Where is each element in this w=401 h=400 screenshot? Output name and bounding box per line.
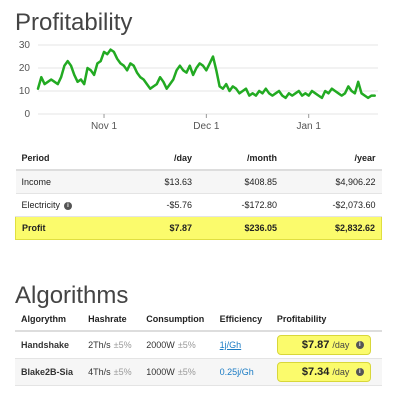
profitability-chart: 30 20 10 0 Nov 1 Dec 1 Jan 1 bbox=[19, 40, 378, 132]
y-tick-label: 10 bbox=[19, 86, 31, 97]
info-icon[interactable]: i bbox=[64, 201, 73, 210]
profitability-badge: $7.87/day i bbox=[276, 335, 371, 355]
profitability-unit: /day bbox=[332, 367, 350, 377]
y-tick-label: 0 bbox=[24, 109, 30, 120]
consumption-tolerance: ±5% bbox=[177, 367, 196, 377]
consumption-cell: 2000W ±5% bbox=[140, 331, 214, 359]
col-efficiency: Efficiency bbox=[213, 308, 271, 332]
profitability-badge: $7.34/day i bbox=[276, 362, 371, 382]
col-year: /year bbox=[283, 147, 382, 171]
algorithm-name: Handshake bbox=[15, 331, 83, 359]
col-month: /month bbox=[198, 147, 284, 171]
income-row: Income $13.63 $408.85 $4,906.22 bbox=[15, 170, 382, 194]
col-day: /day bbox=[127, 147, 199, 171]
electricity-row: Electricity i -$5.76 -$172.80 -$2,073.60 bbox=[15, 193, 382, 217]
consumption-tolerance: ±5% bbox=[177, 340, 196, 350]
algorithms-table-header: Algorythm Hashrate Consumption Efficienc… bbox=[15, 308, 382, 332]
income-month: $408.85 bbox=[198, 170, 284, 194]
income-day: $13.63 bbox=[127, 170, 199, 194]
hashrate-value: 4Th/s bbox=[88, 367, 111, 377]
info-icon[interactable]: i bbox=[355, 341, 364, 349]
profitability-series-line bbox=[36, 48, 376, 100]
hashrate-value: 2Th/s bbox=[88, 340, 111, 350]
efficiency-value: 0.25j/Gh bbox=[219, 367, 254, 377]
col-profitability: Profitability bbox=[270, 308, 382, 332]
electricity-year: -$2,073.60 bbox=[283, 193, 382, 217]
info-icon[interactable]: i bbox=[355, 368, 364, 376]
profitability-unit: /day bbox=[332, 340, 350, 350]
consumption-cell: 1000W ±5% bbox=[140, 358, 214, 386]
profit-table: Period /day /month /year Income $13.63 $… bbox=[15, 147, 383, 240]
profit-label: Profit bbox=[15, 216, 128, 240]
algorithm-row-handshake: Handshake 2Th/s ±5% 2000W ±5% 1j/Gh $7.87/… bbox=[15, 331, 382, 359]
y-tick-label: 30 bbox=[19, 40, 31, 51]
profitability-value: $7.87 bbox=[301, 339, 330, 351]
algorithms-table: Algorythm Hashrate Consumption Efficienc… bbox=[15, 308, 382, 386]
profitability-value: $7.34 bbox=[301, 366, 330, 378]
efficiency-cell: 1j/Gh bbox=[213, 331, 271, 359]
electricity-month: -$172.80 bbox=[198, 193, 284, 217]
profit-table-header: Period /day /month /year bbox=[15, 147, 382, 171]
col-consumption: Consumption bbox=[140, 308, 214, 332]
income-year: $4,906.22 bbox=[283, 170, 382, 194]
profit-year: $2,832.62 bbox=[283, 216, 383, 240]
y-tick-label: 20 bbox=[19, 63, 31, 74]
col-period: Period bbox=[15, 147, 128, 171]
hashrate-tolerance: ±5% bbox=[113, 367, 132, 377]
efficiency-cell: 0.25j/Gh bbox=[213, 358, 271, 386]
hashrate-cell: 4Th/s ±5% bbox=[82, 358, 141, 386]
x-tick-label: Dec 1 bbox=[193, 121, 220, 132]
profitability-value-wrap: $7.87/day bbox=[302, 339, 350, 351]
income-label: Income bbox=[15, 170, 128, 194]
electricity-day: -$5.76 bbox=[127, 193, 199, 217]
profit-row: Profit $7.87 $236.05 $2,832.62 bbox=[15, 216, 383, 240]
col-algorithm: Algorythm bbox=[15, 308, 83, 332]
consumption-value: 1000W bbox=[146, 367, 175, 377]
profitability-value-wrap: $7.34/day bbox=[302, 366, 350, 378]
electricity-cell: Electricity i bbox=[15, 193, 128, 217]
profitability-cell: $7.34/day i bbox=[270, 358, 382, 386]
profitability-cell: $7.87/day i bbox=[270, 331, 382, 359]
x-tick-label: Jan 1 bbox=[296, 121, 321, 132]
x-tick-label: Nov 1 bbox=[91, 121, 118, 132]
hashrate-tolerance: ±5% bbox=[113, 340, 132, 350]
electricity-label: Electricity bbox=[21, 200, 61, 210]
col-hashrate: Hashrate bbox=[82, 308, 141, 332]
hashrate-cell: 2Th/s ±5% bbox=[82, 331, 141, 359]
profit-day: $7.87 bbox=[127, 216, 199, 240]
algorithm-row-blake2b-sia: Blake2B-Sia 4Th/s ±5% 1000W ±5% 0.25j/Gh $… bbox=[15, 358, 382, 386]
algorithm-name: Blake2B-Sia bbox=[15, 358, 83, 386]
algorithms-title: Algorithms bbox=[15, 282, 129, 309]
consumption-value: 2000W bbox=[146, 340, 175, 350]
efficiency-link[interactable]: 1j/Gh bbox=[219, 340, 242, 350]
profitability-title: Profitability bbox=[15, 9, 133, 36]
profit-month: $236.05 bbox=[198, 216, 284, 240]
